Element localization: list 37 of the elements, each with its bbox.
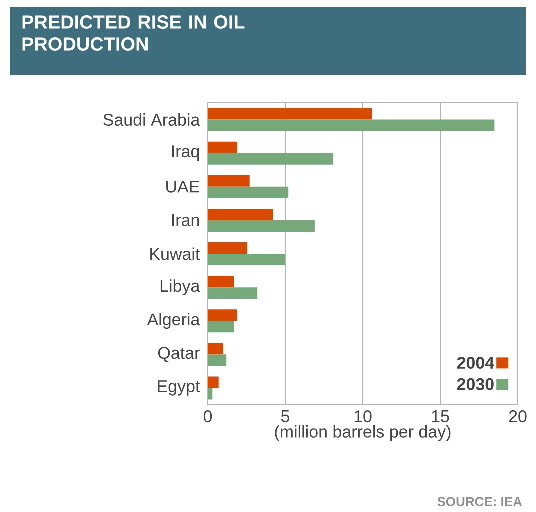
y-tick-label: Iran xyxy=(172,214,200,226)
bar xyxy=(208,288,258,300)
y-tick-label: Saudi Arabia xyxy=(104,114,200,126)
bar xyxy=(208,108,372,120)
x-tick-label: 10 xyxy=(354,410,372,423)
y-tick-label: Kuwait xyxy=(150,248,200,260)
x-tick-label: 20 xyxy=(509,410,527,423)
y-tick-label: Algeria xyxy=(147,313,200,330)
bar xyxy=(208,220,315,232)
y-tick-label: Libya xyxy=(160,280,200,296)
x-tick-label: 5 xyxy=(281,410,290,422)
source-note: SOURCE: IEA xyxy=(438,497,522,506)
y-tick-label: Qatar xyxy=(158,347,200,362)
x-axis-title: (million barrels per day) xyxy=(275,425,451,442)
y-tick-label: UAE xyxy=(166,180,200,193)
x-tick-label: 15 xyxy=(432,410,450,422)
y-tick-label: Iraq xyxy=(172,146,200,161)
bar xyxy=(208,343,224,355)
bar xyxy=(208,142,238,154)
legend-label: 2030 xyxy=(457,378,494,390)
chart-title: PREDICTED RISE IN OIL PRODUCTION xyxy=(22,16,245,51)
bar xyxy=(208,254,286,266)
bar xyxy=(208,276,234,288)
legend-label: 2004 xyxy=(457,357,494,370)
y-tick-label: Egypt xyxy=(158,380,200,396)
bar xyxy=(208,242,248,254)
bar xyxy=(208,208,274,220)
bar xyxy=(208,153,334,165)
bar xyxy=(208,376,219,388)
bar xyxy=(208,120,495,132)
bar xyxy=(208,354,227,366)
bar xyxy=(208,388,213,400)
x-tick-label: 0 xyxy=(204,410,212,423)
bar xyxy=(208,186,289,198)
bar xyxy=(208,310,238,322)
bar xyxy=(208,321,234,333)
bar xyxy=(208,175,250,187)
